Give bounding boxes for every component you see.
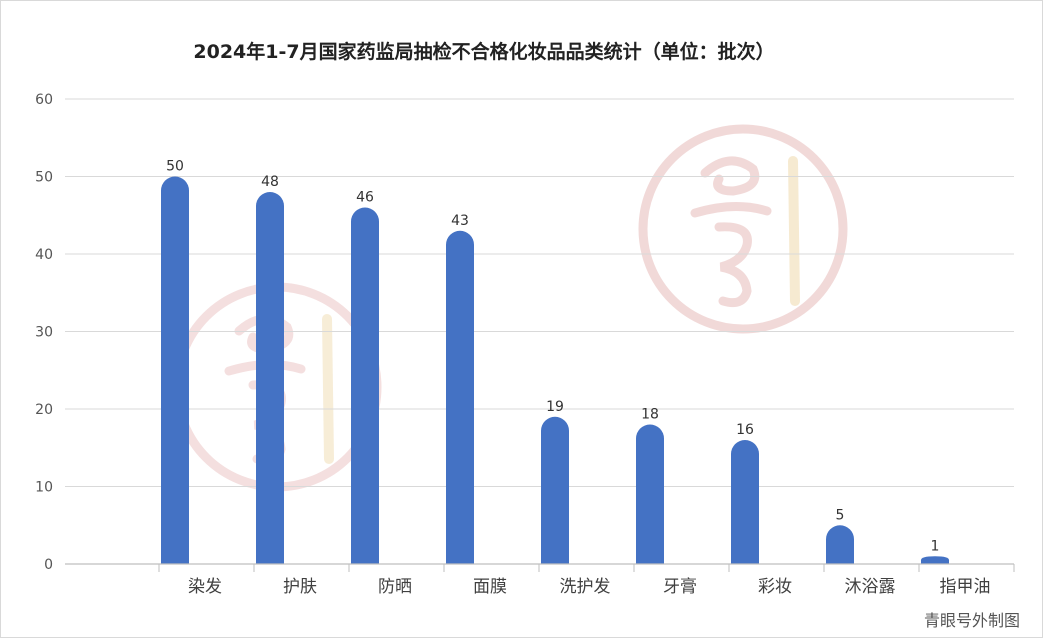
credit-text: 青眼号外制图 — [923, 611, 1020, 630]
chart-title: 2024年1-7月国家药监局抽检不合格化妆品品类统计（单位：批次） — [193, 41, 775, 63]
y-axis-ticks: 0 10 20 30 40 50 60 — [35, 92, 53, 573]
y-tick-label: 20 — [35, 402, 53, 418]
data-labels: 50 48 46 43 19 18 16 5 1 — [166, 159, 939, 555]
bar-牙膏 — [636, 424, 664, 564]
bar-面膜 — [446, 230, 474, 565]
y-tick-label: 60 — [35, 92, 53, 108]
gridlines — [65, 98, 1014, 487]
x-tick-label: 彩妆 — [758, 577, 792, 597]
y-tick-label: 0 — [44, 557, 53, 573]
x-tick-label: 防晒 — [378, 577, 412, 597]
x-tick-label: 洗护发 — [560, 577, 611, 597]
bar-染发 — [161, 176, 189, 565]
bar-彩妆 — [731, 440, 759, 564]
category-labels: 染发 护肤 防晒 面膜 洗护发 牙膏 彩妆 沐浴露 指甲油 — [188, 576, 991, 597]
bar-护肤 — [256, 192, 284, 564]
bar-洗护发 — [541, 416, 569, 564]
bar-指甲油 — [921, 556, 949, 564]
y-tick-label: 50 — [35, 170, 53, 186]
data-label: 50 — [166, 159, 184, 175]
data-label: 43 — [451, 213, 469, 229]
y-tick-label: 10 — [35, 480, 53, 496]
data-label: 18 — [641, 407, 659, 423]
x-tick-label: 面膜 — [473, 577, 507, 597]
data-label: 5 — [836, 507, 845, 523]
y-tick-label: 30 — [35, 325, 53, 341]
data-label: 46 — [356, 190, 374, 206]
x-tick-label: 牙膏 — [663, 576, 697, 597]
data-label: 48 — [261, 174, 279, 190]
y-tick-label: 40 — [35, 247, 53, 263]
bars — [161, 176, 949, 565]
data-label: 16 — [736, 422, 754, 438]
x-axis — [65, 563, 1015, 572]
x-tick-label: 护肤 — [283, 577, 317, 597]
data-label: 19 — [546, 399, 564, 415]
data-label: 1 — [931, 538, 940, 554]
bar-防晒 — [351, 207, 379, 565]
bar-沐浴露 — [826, 525, 854, 564]
x-tick-label: 沐浴露 — [845, 577, 896, 597]
x-tick-label: 指甲油 — [940, 577, 991, 597]
x-tick-label: 染发 — [188, 577, 222, 597]
